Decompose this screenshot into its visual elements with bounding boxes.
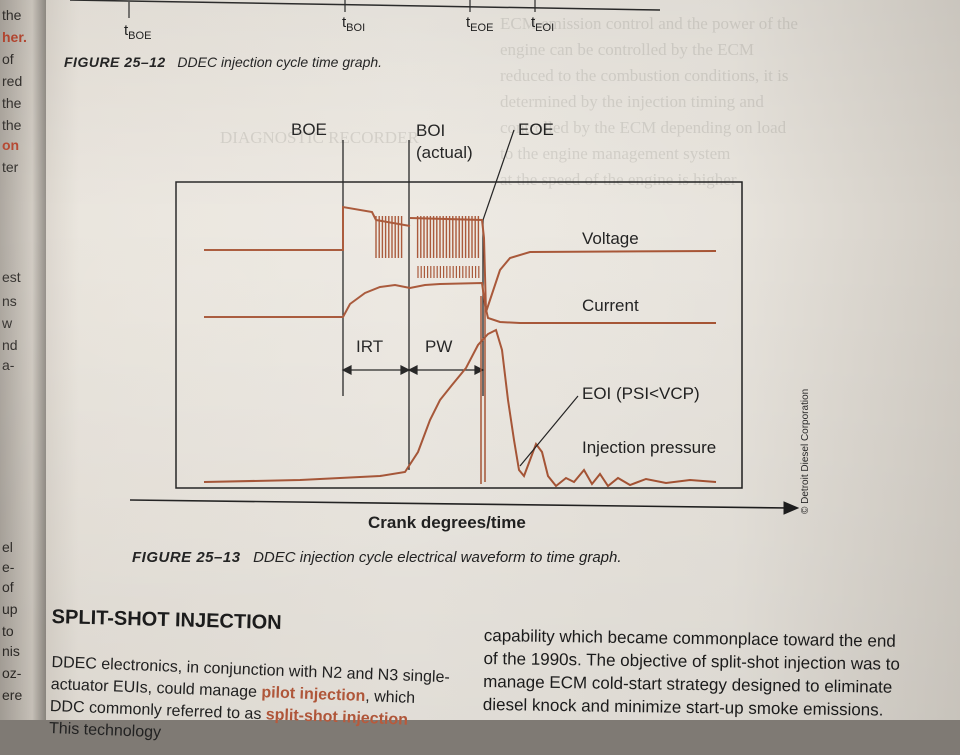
left-page-fragment: ns	[2, 293, 17, 309]
left-page-fragment: nis	[2, 643, 20, 659]
waveform-chart	[129, 129, 800, 515]
left-page-fragment: up	[2, 601, 18, 617]
left-page-fragment: red	[2, 73, 23, 89]
series-label-injection-pressure: Injection pressure	[582, 438, 717, 457]
left-page-fragment: the	[2, 95, 22, 111]
left-page-edge: the her. of red the the on ter est ns w nd a-el e-of u…	[0, 0, 46, 720]
series-label-current: Current	[582, 296, 639, 315]
irt-interval-arrow	[341, 365, 411, 375]
boi-label: BOI (actual)	[416, 121, 473, 162]
left-page-fragment: the	[2, 7, 22, 23]
left-page-fragment: w	[2, 315, 13, 331]
t-eoi-label: tEOI	[531, 14, 555, 34]
t-eoe-label: tEOE	[466, 14, 494, 34]
current-chopper-burst	[417, 266, 480, 278]
left-page-fragment: oz-	[2, 665, 22, 681]
left-page-fragment: her.	[2, 29, 27, 45]
figure-credit: © Detroit Diesel Corporation	[800, 388, 811, 514]
eoi-leader	[519, 395, 579, 467]
eoe-leader	[482, 129, 515, 221]
eoi-annotation: EOI (PSI<VCP)	[582, 384, 700, 403]
left-page-fragment: nd	[2, 337, 18, 353]
left-page-fragment: el	[2, 539, 13, 555]
voltage-chopper-burst	[375, 216, 480, 258]
figure-12-caption: FIGURE 25–12 DDEC injection cycle time g…	[64, 54, 383, 70]
left-page-fragment: to	[2, 623, 14, 639]
body-text-right: capability which became commonplace towa…	[483, 624, 960, 723]
boe-label: BOE	[291, 120, 327, 139]
eoi-spike	[480, 296, 486, 484]
book-page	[42, 0, 960, 720]
highlighted-term: pilot injection	[261, 684, 366, 706]
t-boe-label: tBOE	[124, 22, 152, 42]
left-page-fragment: e-	[2, 559, 15, 575]
left-page-fragment: the	[2, 117, 22, 133]
highlighted-term: split-shot injection	[265, 706, 409, 729]
x-axis-label: Crank degrees/time	[368, 513, 526, 532]
left-page-fragment: ere	[2, 687, 23, 703]
current-trace	[204, 281, 716, 324]
irt-label: IRT	[356, 337, 384, 356]
x-axis-arrow	[129, 499, 800, 515]
left-page-fragment: of	[2, 51, 14, 67]
series-label-voltage: Voltage	[582, 229, 639, 248]
figure-12-axis	[69, 0, 661, 18]
left-page-fragment: on	[2, 137, 20, 153]
t-boi-label: tBOI	[342, 14, 366, 34]
left-page-fragment: ter	[2, 159, 19, 175]
chart-frame	[175, 181, 743, 489]
left-page-fragment: of	[2, 579, 14, 595]
body-text-left: DDEC electronics, in conjunction with N2…	[49, 652, 452, 755]
pw-label: PW	[425, 337, 453, 356]
pw-interval-arrow	[407, 365, 485, 375]
voltage-trace	[204, 205, 717, 313]
left-page-fragment: a-	[2, 357, 15, 373]
eoe-label: EOE	[518, 120, 554, 139]
figure-13-caption: FIGURE 25–13 DDEC injection cycle electr…	[132, 549, 622, 566]
left-page-fragment: est	[2, 269, 21, 285]
injection-pressure-trace	[203, 328, 717, 488]
